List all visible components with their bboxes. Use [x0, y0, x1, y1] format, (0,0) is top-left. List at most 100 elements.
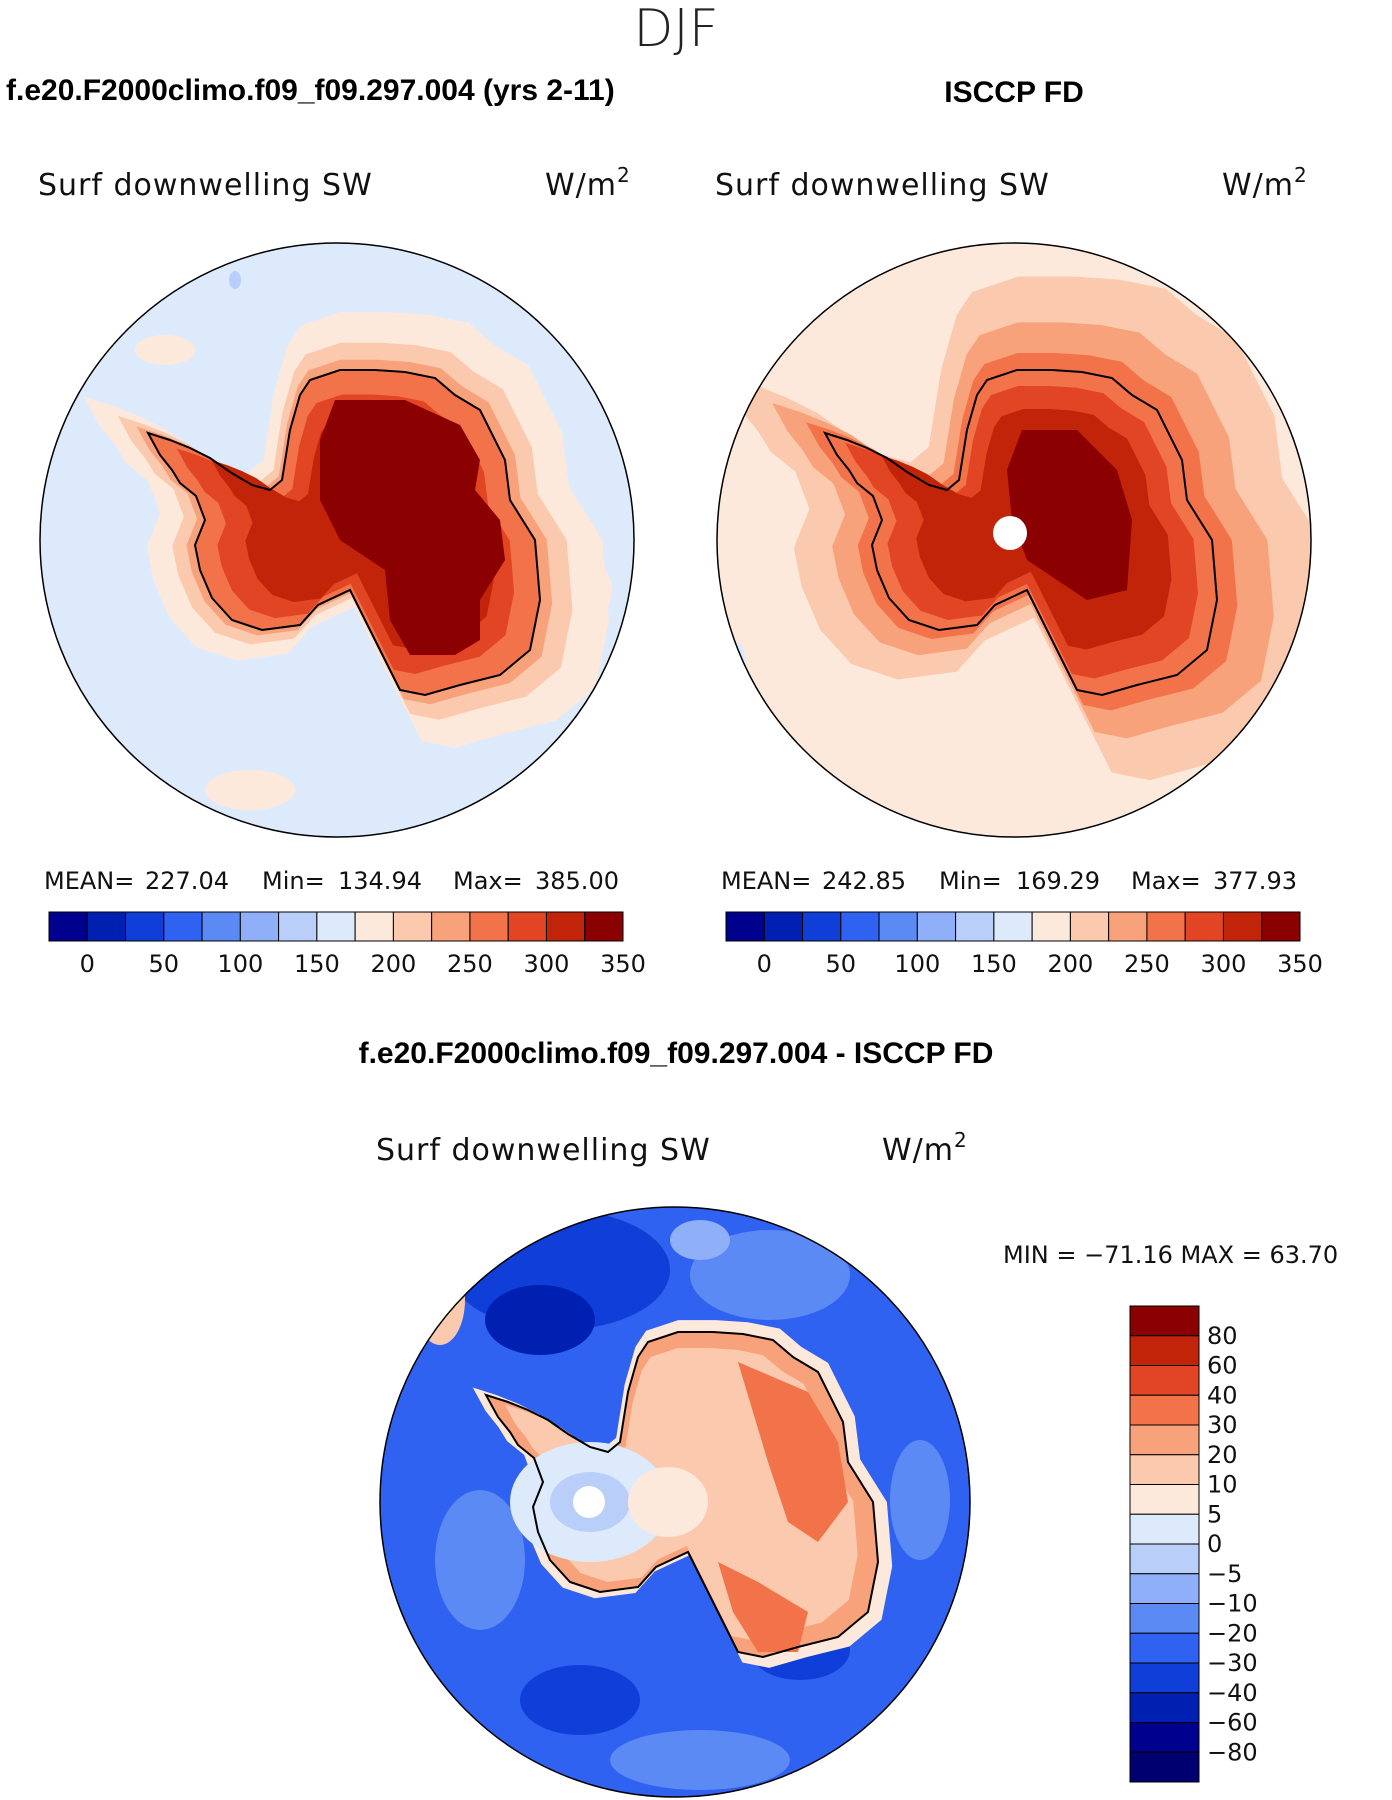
colorbar-tick-label: 40	[1207, 1381, 1238, 1409]
colorbar-swatch	[1129, 1573, 1200, 1604]
colorbar-tick-label: 200	[1047, 950, 1093, 978]
colorbar-swatch	[763, 911, 804, 942]
panel-obs-mean: 242.85	[822, 867, 906, 895]
colorbar-tick-label: −5	[1207, 1560, 1242, 1588]
colorbar-swatch	[354, 911, 394, 942]
colorbar-swatch	[469, 911, 509, 942]
colorbar-tick-label: 150	[294, 950, 340, 978]
colorbar-swatch	[1129, 1513, 1200, 1545]
colorbar-tick-label: 250	[447, 950, 493, 978]
colorbar-tick-label: −30	[1207, 1649, 1258, 1677]
colorbar-swatch	[1129, 1335, 1200, 1366]
colorbar-swatch	[1129, 1543, 1200, 1575]
colorbar-swatch	[1129, 1632, 1200, 1664]
colorbar-tick-label: −60	[1207, 1709, 1258, 1737]
colorbar-swatch	[1129, 1365, 1200, 1396]
colorbar-tick-label: 350	[600, 950, 646, 978]
colorbar-swatch	[1129, 1454, 1200, 1485]
panel-model-min: 134.94	[338, 867, 422, 895]
colorbar-swatch	[955, 911, 995, 942]
colorbar-swatch	[1129, 1424, 1200, 1456]
colorbar-swatch	[878, 911, 918, 942]
panel-obs-max-label: Max=	[1131, 867, 1201, 895]
colorbar-tick-label: 0	[1207, 1530, 1222, 1558]
panel-obs-map-border	[716, 242, 1312, 838]
colorbar-swatch	[1069, 911, 1110, 942]
panel-model-map	[40, 243, 634, 837]
colorbar-swatch	[1222, 911, 1263, 942]
colorbar-swatch	[1261, 911, 1301, 942]
colorbar-tick-label: −40	[1207, 1679, 1258, 1707]
panel-obs-title: ISCCP FD	[944, 76, 1083, 109]
panel-obs-variable: Surf downwelling SW	[715, 168, 1050, 203]
colorbar-tick-label: 350	[1277, 950, 1323, 978]
colorbar-swatch	[725, 911, 765, 942]
colorbar-swatch	[278, 911, 318, 942]
colorbar-tick-label: 50	[826, 950, 857, 978]
colorbar-tick-label: 100	[894, 950, 940, 978]
colorbar-tick-label: 10	[1207, 1471, 1238, 1499]
colorbar-tick-label: 30	[1207, 1411, 1238, 1439]
colorbar-tick-label: 60	[1207, 1352, 1238, 1380]
panel-obs-stats: MEAN= 242.85 Min= 169.29 Max= 377.93	[721, 867, 1297, 895]
colorbar-swatch	[48, 911, 88, 942]
colorbar-tick-label: 150	[971, 950, 1017, 978]
panel-diff-stats: MIN = −71.16 MAX = 63.70	[1003, 1241, 1338, 1269]
panel-obs: ISCCP FD Surf downwelling SW W/m2	[715, 76, 1323, 978]
panel-model-mean: 227.04	[145, 867, 229, 895]
colorbar-swatch	[1129, 1692, 1200, 1723]
colorbar-tick-label: 300	[1201, 950, 1247, 978]
colorbar-swatch	[840, 911, 880, 942]
colorbar-swatch	[1184, 911, 1224, 942]
panel-obs-units: W/m2	[1222, 163, 1308, 203]
panel-obs-mean-label: MEAN=	[721, 867, 811, 895]
panel-obs-colorbar: 0 50 100 150 200 250 300 350	[725, 911, 1323, 978]
panel-model-title: f.e20.F2000climo.f09_f09.297.004 (yrs 2-…	[6, 74, 615, 107]
colorbar-swatch	[316, 911, 356, 942]
panel-diff-map	[380, 1207, 970, 1797]
colorbar-swatch	[392, 911, 433, 942]
colorbar-swatch	[1129, 1305, 1200, 1337]
colorbar-swatch	[1146, 911, 1186, 942]
colorbar-tick-label: 80	[1207, 1322, 1238, 1350]
colorbar-tick-label: 20	[1207, 1441, 1238, 1469]
colorbar-tick-label: 250	[1124, 950, 1170, 978]
colorbar-swatch	[125, 911, 165, 942]
colorbar-swatch	[239, 911, 280, 942]
colorbar-swatch	[916, 911, 957, 942]
colorbar-swatch	[1108, 911, 1148, 942]
season-title: DJF	[633, 0, 718, 59]
colorbar-tick-label: 100	[217, 950, 263, 978]
colorbar-swatch	[201, 911, 241, 942]
panel-diff: f.e20.F2000climo.f09_f09.297.004 - ISCCP…	[359, 1037, 1338, 1798]
panel-model-max-label: Max=	[453, 867, 523, 895]
colorbar-swatch	[86, 911, 127, 942]
colorbar-swatch	[431, 911, 471, 942]
panel-model-max: 385.00	[535, 867, 619, 895]
panel-diff-map-border	[379, 1206, 971, 1798]
colorbar-tick-label: −10	[1207, 1590, 1258, 1618]
panel-model-colorbar: 0 50 100 150 200 250 300 350	[48, 911, 646, 978]
colorbar-tick-label: 300	[524, 950, 570, 978]
panel-model-mean-label: MEAN=	[44, 867, 134, 895]
colorbar-swatch	[993, 911, 1033, 942]
colorbar-tick-label: 200	[370, 950, 416, 978]
panel-model-min-label: Min=	[262, 867, 325, 895]
panel-diff-title: f.e20.F2000climo.f09_f09.297.004 - ISCCP…	[359, 1037, 994, 1070]
panel-diff-units: W/m2	[882, 1128, 968, 1168]
panel-model: f.e20.F2000climo.f09_f09.297.004 (yrs 2-…	[6, 74, 646, 978]
colorbar-tick-label: −80	[1207, 1738, 1258, 1766]
panel-obs-map	[717, 243, 1311, 837]
colorbar-tick-label: 0	[80, 950, 95, 978]
panel-model-stats: MEAN= 227.04 Min= 134.94 Max= 385.00	[44, 867, 619, 895]
colorbar-swatch	[1129, 1662, 1200, 1694]
panel-model-units: W/m2	[545, 163, 631, 203]
colorbar-swatch	[1129, 1484, 1200, 1515]
colorbar-swatch	[584, 911, 624, 942]
colorbar-swatch	[545, 911, 586, 942]
panel-obs-min: 169.29	[1016, 867, 1100, 895]
colorbar-swatch	[1129, 1722, 1200, 1753]
colorbar-tick-label: 5	[1207, 1500, 1222, 1528]
panel-obs-max: 377.93	[1213, 867, 1297, 895]
